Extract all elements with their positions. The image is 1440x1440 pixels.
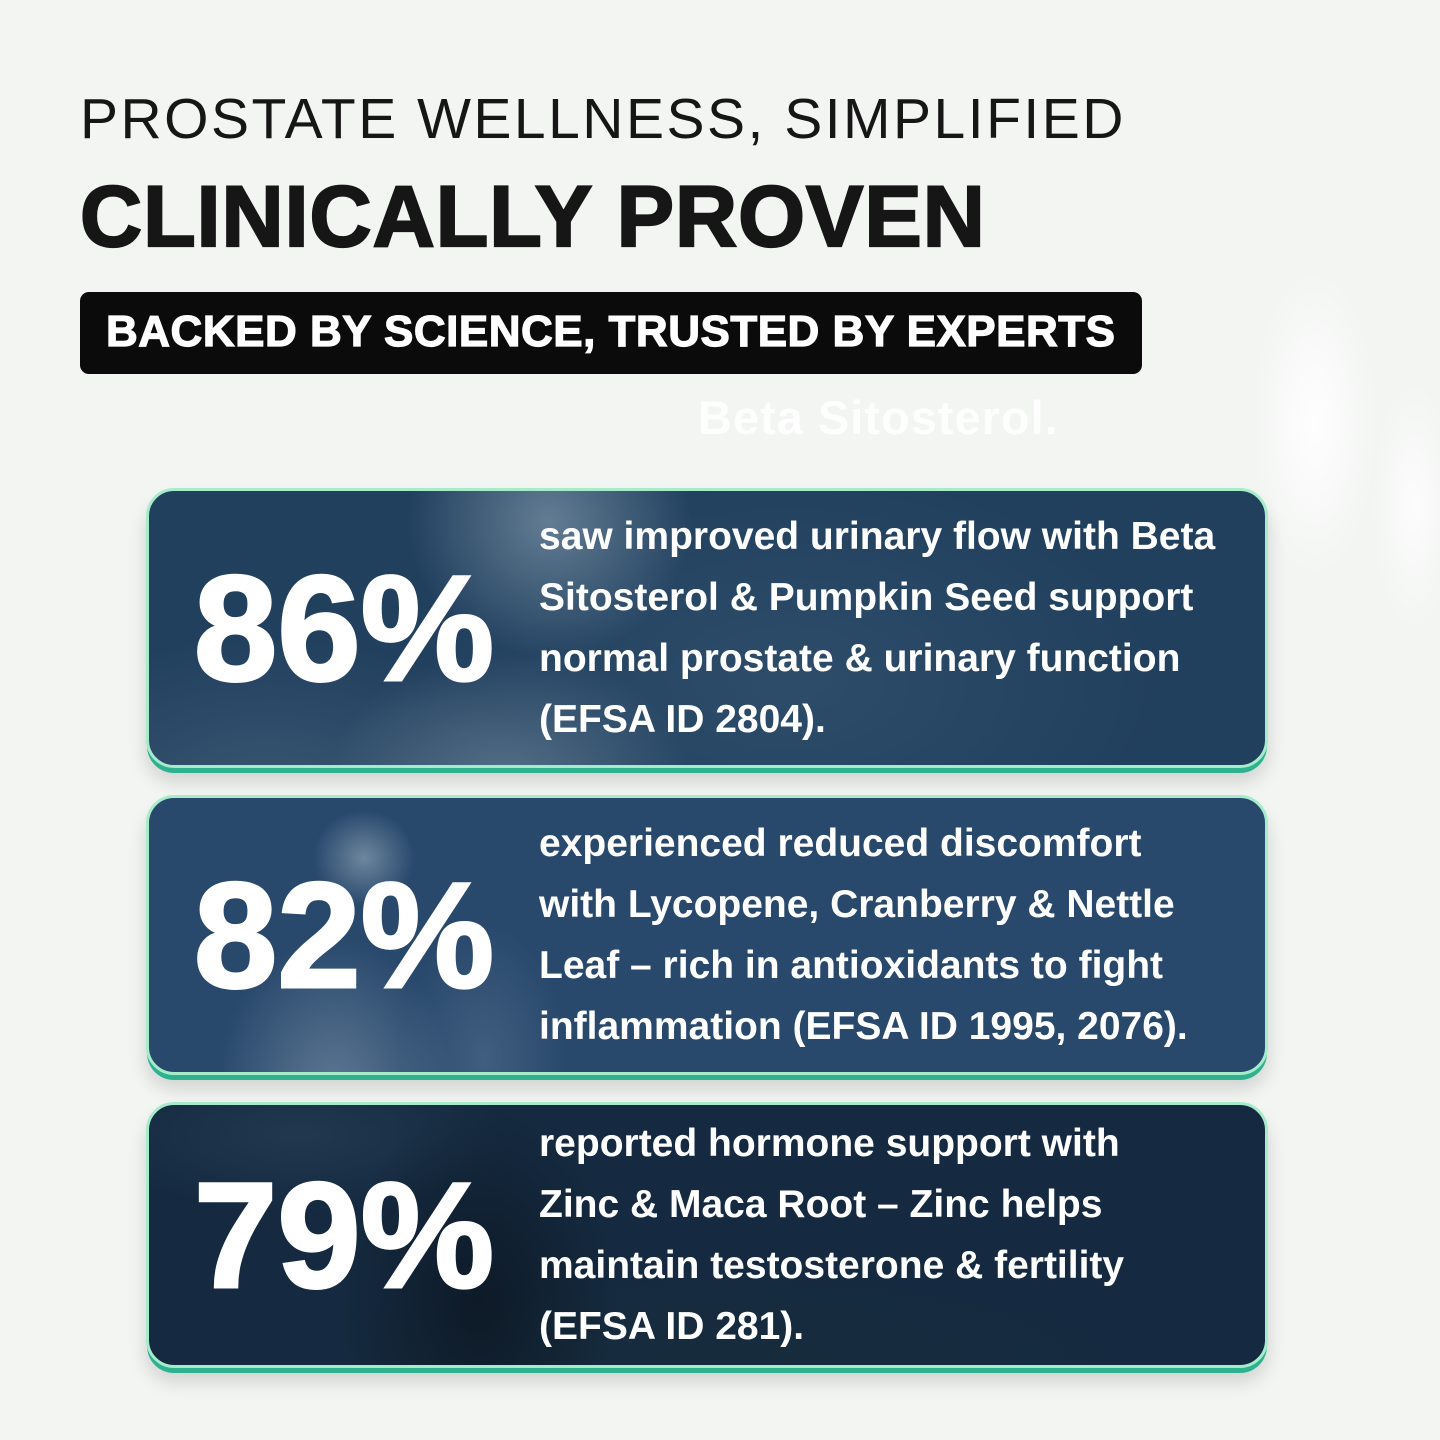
eyebrow-heading: PROSTATE WELLNESS, SIMPLIFIED [80, 87, 1126, 151]
stats-list: 86% saw improved urinary flow with Beta … [146, 488, 1268, 1368]
stat-percent: 86% [192, 544, 495, 712]
stat-card-reduced-discomfort: 82% experienced reduced discomfort with … [146, 795, 1268, 1075]
stat-description: reported hormone support with Zinc & Mac… [539, 1121, 1125, 1349]
stat-percent: 82% [192, 851, 495, 1019]
stat-description: saw improved urinary flow with Beta Sito… [539, 514, 1216, 742]
watermark-text: Beta Sitosterol. [698, 391, 1059, 444]
stat-percent: 79% [192, 1151, 495, 1319]
header: PROSTATE WELLNESS, SIMPLIFIED CLINICALLY… [0, 0, 1440, 374]
science-banner: BACKED BY SCIENCE, TRUSTED BY EXPERTS [80, 291, 1142, 374]
stat-card-hormone-support: 79% reported hormone support with Zinc &… [146, 1102, 1268, 1368]
stat-description: experienced reduced discomfort with Lyco… [539, 821, 1188, 1049]
main-heading: CLINICALLY PROVEN [79, 168, 986, 265]
stat-card-urinary-flow: 86% saw improved urinary flow with Beta … [146, 488, 1268, 768]
